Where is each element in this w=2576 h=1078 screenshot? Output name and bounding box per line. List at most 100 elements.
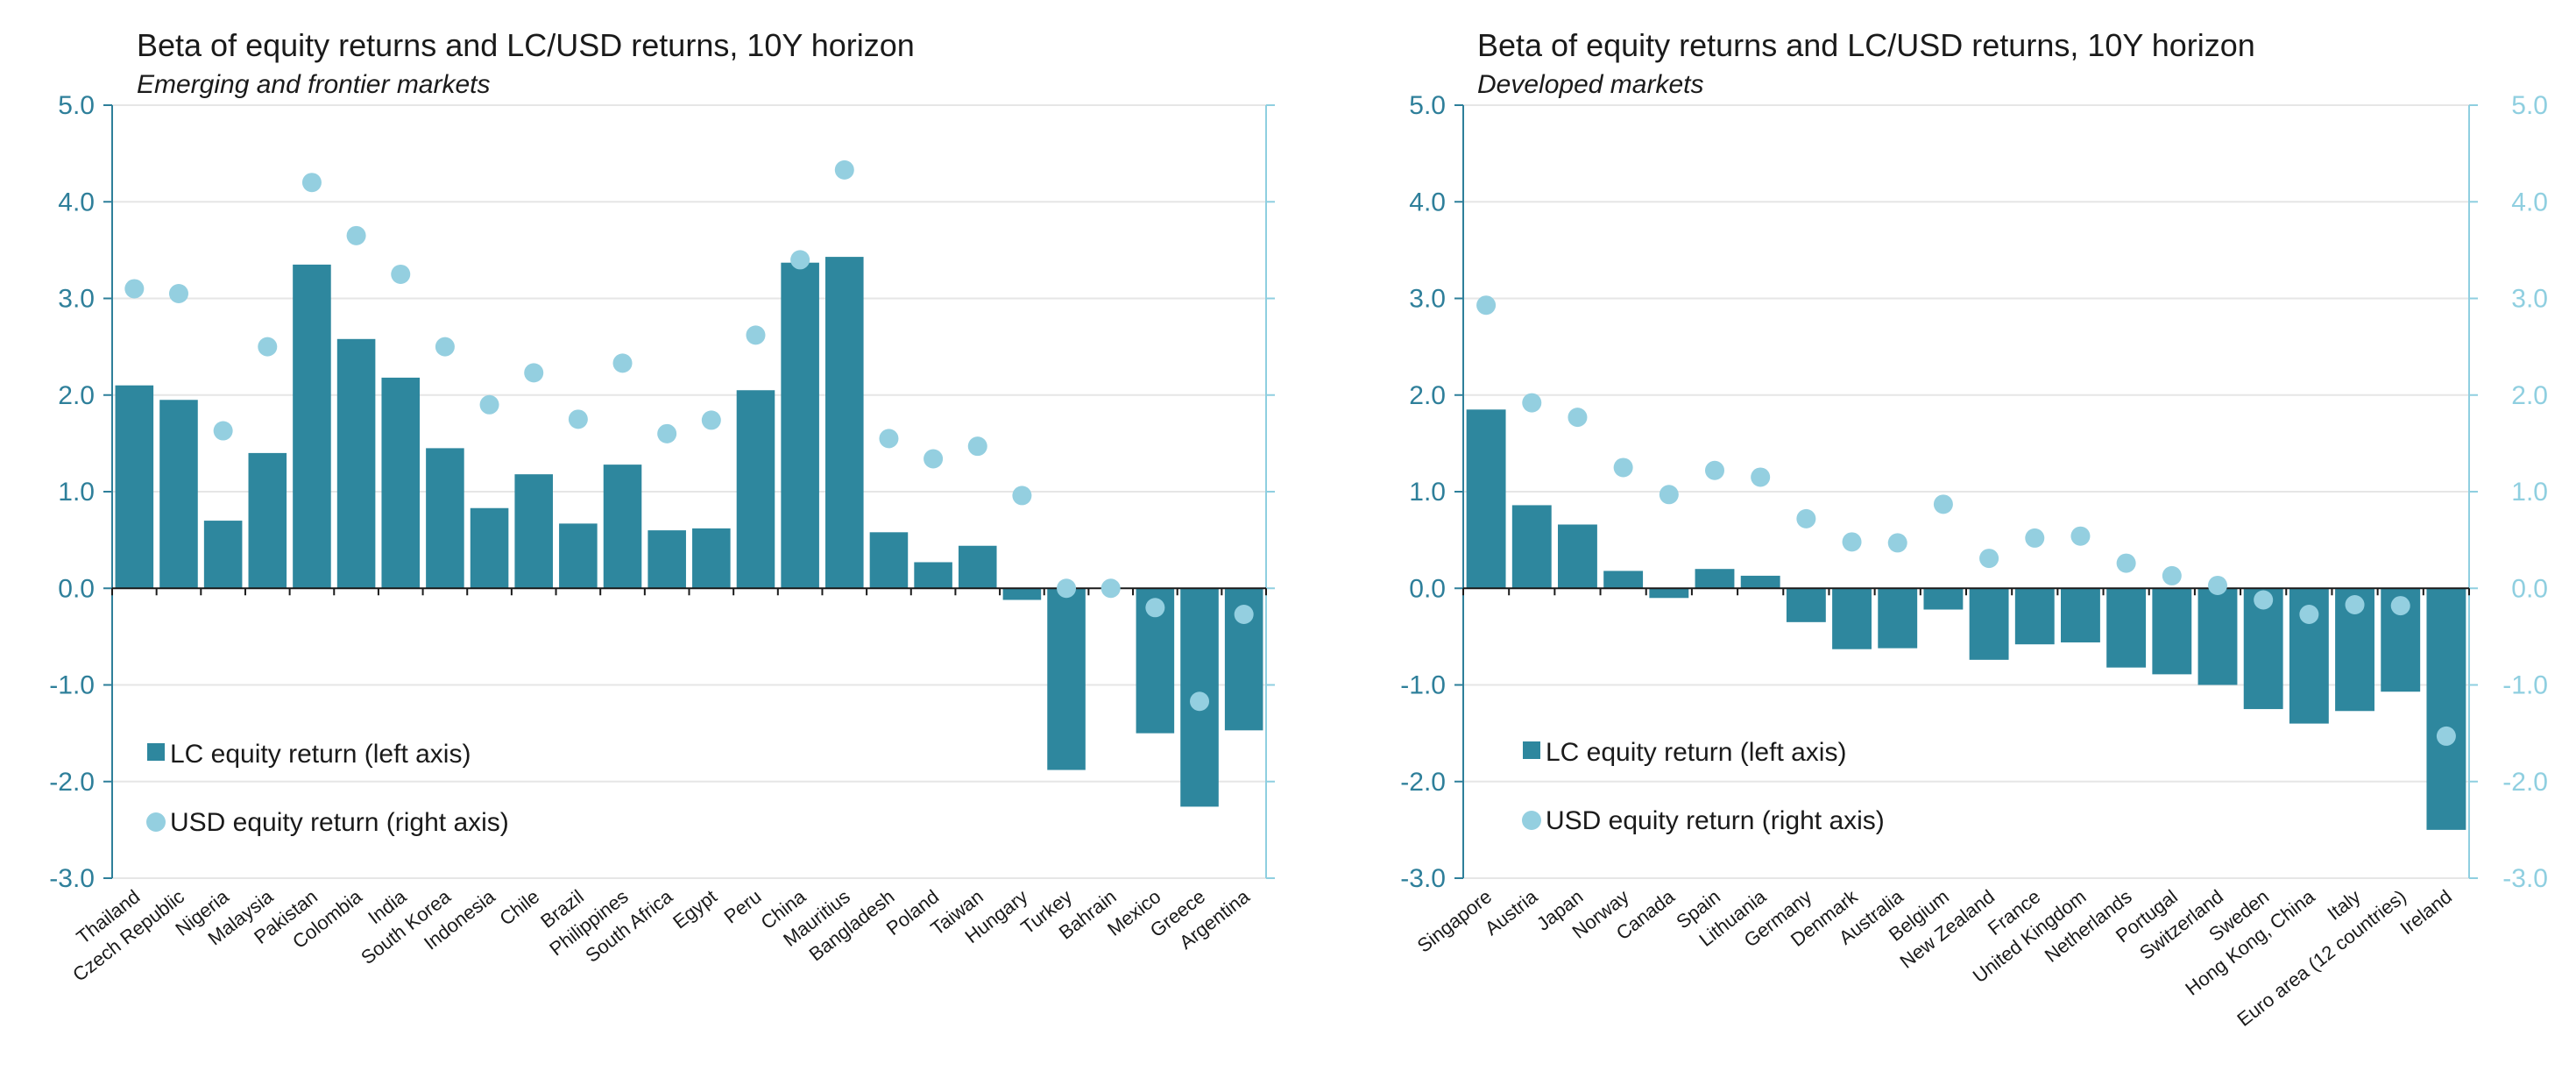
dot-usd-equity-return: [790, 250, 810, 270]
dot-usd-equity-return: [1568, 408, 1588, 428]
dot-usd-equity-return: [124, 279, 145, 299]
bar-lc-equity-return: [1511, 505, 1552, 589]
dot-usd-equity-return: [1057, 578, 1077, 599]
bar-lc-equity-return: [914, 562, 952, 589]
dot-usd-equity-return: [213, 421, 233, 441]
bar-lc-equity-return: [336, 338, 376, 589]
right-y-tick-label: 0.0: [2511, 574, 2548, 603]
bar-lc-equity-return: [2014, 588, 2055, 645]
bar-lc-equity-return: [426, 448, 464, 589]
dot-usd-equity-return: [1796, 508, 1816, 528]
left-y-tick-label: 5.0: [1409, 91, 1446, 120]
dot-usd-equity-return: [2299, 605, 2319, 625]
dot-usd-equity-return: [524, 363, 544, 383]
left-y-tick-label: 1.0: [58, 478, 95, 507]
legend-lc-label: LC equity return (left axis): [1546, 738, 1846, 767]
bar-lc-equity-return: [2152, 588, 2192, 675]
right-y-tick-label: -1.0: [2502, 671, 2548, 700]
x-category-label: Ireland: [2396, 885, 2456, 939]
left-y-tick-label: 2.0: [58, 381, 95, 410]
bar-lc-equity-return: [470, 507, 509, 589]
left-y-tick-label: 2.0: [1409, 381, 1446, 410]
bar-lc-equity-return: [1923, 588, 1964, 610]
dot-usd-equity-return: [1659, 485, 1679, 505]
dot-usd-equity-return: [1234, 605, 1254, 625]
bar-lc-equity-return: [2197, 588, 2238, 685]
dot-usd-equity-return: [1100, 578, 1121, 599]
bar-lc-equity-return: [869, 532, 909, 589]
bar-lc-equity-return: [248, 452, 287, 589]
bar-lc-equity-return: [1466, 409, 1506, 589]
dot-usd-equity-return: [2345, 594, 2365, 614]
chart-developed-markets: Beta of equity returns and LC/USD return…: [1341, 0, 2576, 1078]
chart-emerging-markets: Beta of equity returns and LC/USD return…: [49, 27, 1275, 986]
left-y-tick-label: -3.0: [1400, 864, 1446, 893]
chart-developed-markets-svg: Beta of equity returns and LC/USD return…: [1400, 27, 2548, 1031]
dot-usd-equity-return: [879, 429, 899, 449]
bar-lc-equity-return: [1603, 571, 1644, 589]
dot-usd-equity-return: [1522, 393, 1542, 413]
left-y-tick-label: 3.0: [1409, 285, 1446, 314]
bar-lc-equity-return: [781, 262, 819, 589]
bar-lc-equity-return: [293, 264, 331, 589]
legend-usd-swatch: [1522, 811, 1541, 830]
bar-lc-equity-return: [1740, 575, 1780, 589]
legend-lc-swatch: [1523, 741, 1540, 759]
left-y-tick-label: 0.0: [1409, 574, 1446, 603]
bar-lc-equity-return: [2426, 588, 2466, 830]
dot-usd-equity-return: [2162, 565, 2182, 585]
dot-usd-equity-return: [1613, 457, 1633, 478]
dot-usd-equity-return: [435, 337, 455, 357]
bar-lc-equity-return: [2106, 588, 2147, 668]
dot-usd-equity-return: [657, 423, 677, 443]
dot-usd-equity-return: [1979, 549, 1999, 569]
legend-usd-label: USD equity return (right axis): [170, 808, 509, 837]
left-y-tick-label: 1.0: [1409, 478, 1446, 507]
left-y-tick-label: -3.0: [49, 864, 95, 893]
legend-lc-swatch: [147, 743, 165, 761]
dot-usd-equity-return: [258, 337, 278, 357]
bar-lc-equity-return: [159, 400, 198, 589]
dot-usd-equity-return: [746, 325, 766, 345]
bar-lc-equity-return: [514, 474, 553, 589]
right-y-tick-label: -2.0: [2502, 768, 2548, 797]
chart-subtitle: Developed markets: [1477, 70, 1703, 99]
dot-usd-equity-return: [1842, 532, 1862, 552]
x-category-label: Peru: [720, 885, 766, 927]
bar-lc-equity-return: [1002, 588, 1042, 600]
dot-usd-equity-return: [391, 264, 411, 284]
dot-usd-equity-return: [2025, 528, 2045, 548]
dot-usd-equity-return: [479, 394, 499, 415]
bar-lc-equity-return: [825, 257, 864, 589]
dot-usd-equity-return: [1751, 467, 1771, 487]
dot-usd-equity-return: [834, 160, 854, 180]
dot-usd-equity-return: [1933, 494, 1953, 514]
right-y-tick-label: 3.0: [2511, 285, 2548, 314]
bar-lc-equity-return: [958, 545, 997, 589]
chart-subtitle: Emerging and frontier markets: [137, 70, 491, 99]
dot-usd-equity-return: [2254, 590, 2274, 610]
dot-usd-equity-return: [2070, 526, 2091, 546]
dot-usd-equity-return: [346, 225, 366, 245]
bar-lc-equity-return: [2061, 588, 2100, 642]
right-y-tick-label: 2.0: [2511, 381, 2548, 410]
chart-title: Beta of equity returns and LC/USD return…: [137, 27, 915, 63]
left-y-tick-label: 4.0: [1409, 188, 1446, 216]
chart-title: Beta of equity returns and LC/USD return…: [1477, 27, 2255, 63]
dot-usd-equity-return: [568, 409, 588, 429]
left-y-tick-label: -1.0: [1400, 671, 1446, 700]
left-y-tick-label: 3.0: [58, 285, 95, 314]
dot-usd-equity-return: [301, 173, 322, 193]
dot-usd-equity-return: [1190, 691, 1210, 712]
x-category-label: Egypt: [669, 885, 721, 933]
legend-lc-label: LC equity return (left axis): [170, 740, 471, 769]
chart-emerging-markets-svg: Beta of equity returns and LC/USD return…: [49, 27, 1275, 986]
left-y-tick-label: 5.0: [58, 91, 95, 120]
dot-usd-equity-return: [612, 353, 633, 373]
bar-lc-equity-return: [736, 390, 775, 589]
bar-lc-equity-return: [648, 530, 686, 589]
dot-usd-equity-return: [2436, 726, 2456, 746]
bar-lc-equity-return: [559, 523, 598, 589]
bar-lc-equity-return: [1047, 588, 1086, 770]
bar-lc-equity-return: [692, 528, 731, 589]
